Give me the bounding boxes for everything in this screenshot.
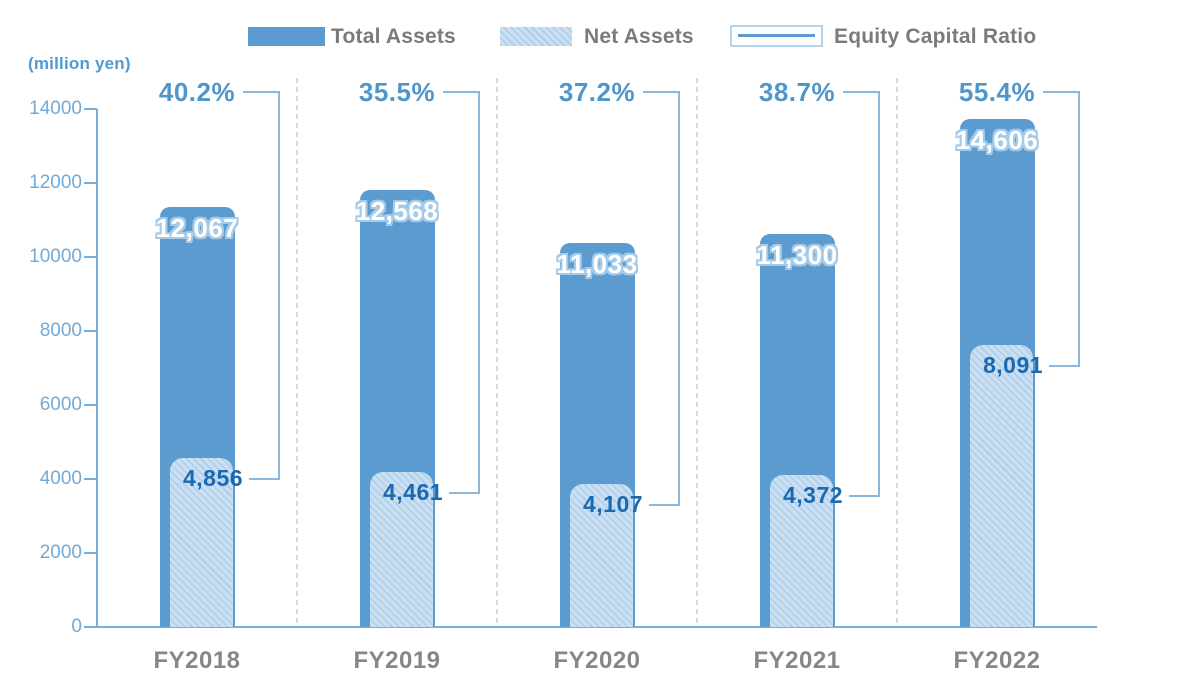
y-tick-mark-icon [84,404,97,406]
total-assets-value-label: 12,067 [155,213,239,243]
y-tick-label: 10000 [29,246,82,267]
legend-label-total-assets: Total Assets [331,25,456,48]
y-tick-label: 4000 [39,468,82,489]
y-tick-label: 8000 [39,320,82,341]
group-separator-line [496,78,498,625]
net-assets-value-label: 4,856 [182,465,244,491]
net-assets-bar [770,475,833,627]
y-tick-mark-icon [84,626,97,628]
group-separator-line [696,78,698,625]
net-assets-bar [370,472,433,627]
ratio-bracket-vertical-line [678,91,680,506]
y-tick-mark-icon [84,108,97,110]
legend-label-net-assets: Net Assets [584,25,694,48]
y-tick-label: 6000 [39,394,82,415]
x-axis-category-label: FY2019 [353,647,441,674]
net-assets-bar [570,484,633,627]
x-axis-category-label: FY2021 [753,647,841,674]
ratio-bracket-top-line [243,91,280,93]
ratio-bracket-top-line [643,91,680,93]
y-tick-mark-icon [84,552,97,554]
equity-ratio-label: 40.2% [158,77,236,107]
equity-ratio-swatch-icon [730,25,823,47]
ratio-bracket-vertical-line [878,91,880,497]
y-tick-label: 14000 [29,98,82,119]
x-axis-category-label: FY2018 [153,647,241,674]
equity-ratio-label: 55.4% [958,77,1036,107]
y-axis-line [96,109,98,628]
total-assets-value-label: 11,300 [756,240,838,270]
total-assets-swatch-icon [248,27,325,46]
net-assets-value-label: 8,091 [982,352,1044,378]
equity-ratio-label: 35.5% [358,77,436,107]
net-assets-bar [970,345,1033,627]
y-tick-label: 12000 [29,172,82,193]
x-axis-category-label: FY2022 [953,647,1041,674]
y-tick-mark-icon [84,478,97,480]
total-assets-value-label: 11,033 [556,249,638,279]
ratio-bracket-top-line [443,91,480,93]
legend-label-equity-capital-ratio: Equity Capital Ratio [834,25,1037,48]
ratio-bracket-top-line [1043,91,1080,93]
ratio-bracket-vertical-line [278,91,280,480]
ratio-bracket-bottom-line [449,492,478,494]
equity-ratio-label: 37.2% [558,77,636,107]
ratio-bracket-vertical-line [1078,91,1080,367]
net-assets-value-label: 4,107 [582,491,644,517]
ratio-bracket-bottom-line [249,478,278,480]
y-tick-label: 2000 [39,542,82,563]
net-assets-swatch-icon [500,27,572,46]
group-separator-line [296,78,298,625]
ratio-bracket-bottom-line [1049,365,1078,367]
ratio-bracket-bottom-line [849,495,878,497]
total-assets-value-label: 12,568 [355,196,439,226]
y-tick-mark-icon [84,182,97,184]
y-tick-mark-icon [84,330,97,332]
total-assets-value-label: 14,606 [955,125,1039,155]
net-assets-bar [170,458,233,627]
y-axis-unit-label: (million yen) [28,54,131,73]
equity-ratio-line-icon [738,34,815,37]
y-tick-mark-icon [84,256,97,258]
net-assets-value-label: 4,372 [782,482,844,508]
net-assets-value-label: 4,461 [382,479,444,505]
group-separator-line [896,78,898,625]
y-tick-label: 0 [71,616,82,637]
equity-ratio-label: 38.7% [758,77,836,107]
ratio-bracket-top-line [843,91,880,93]
ratio-bracket-bottom-line [649,504,678,506]
x-axis-category-label: FY2020 [553,647,641,674]
x-axis-baseline [97,626,1097,628]
ratio-bracket-vertical-line [478,91,480,494]
